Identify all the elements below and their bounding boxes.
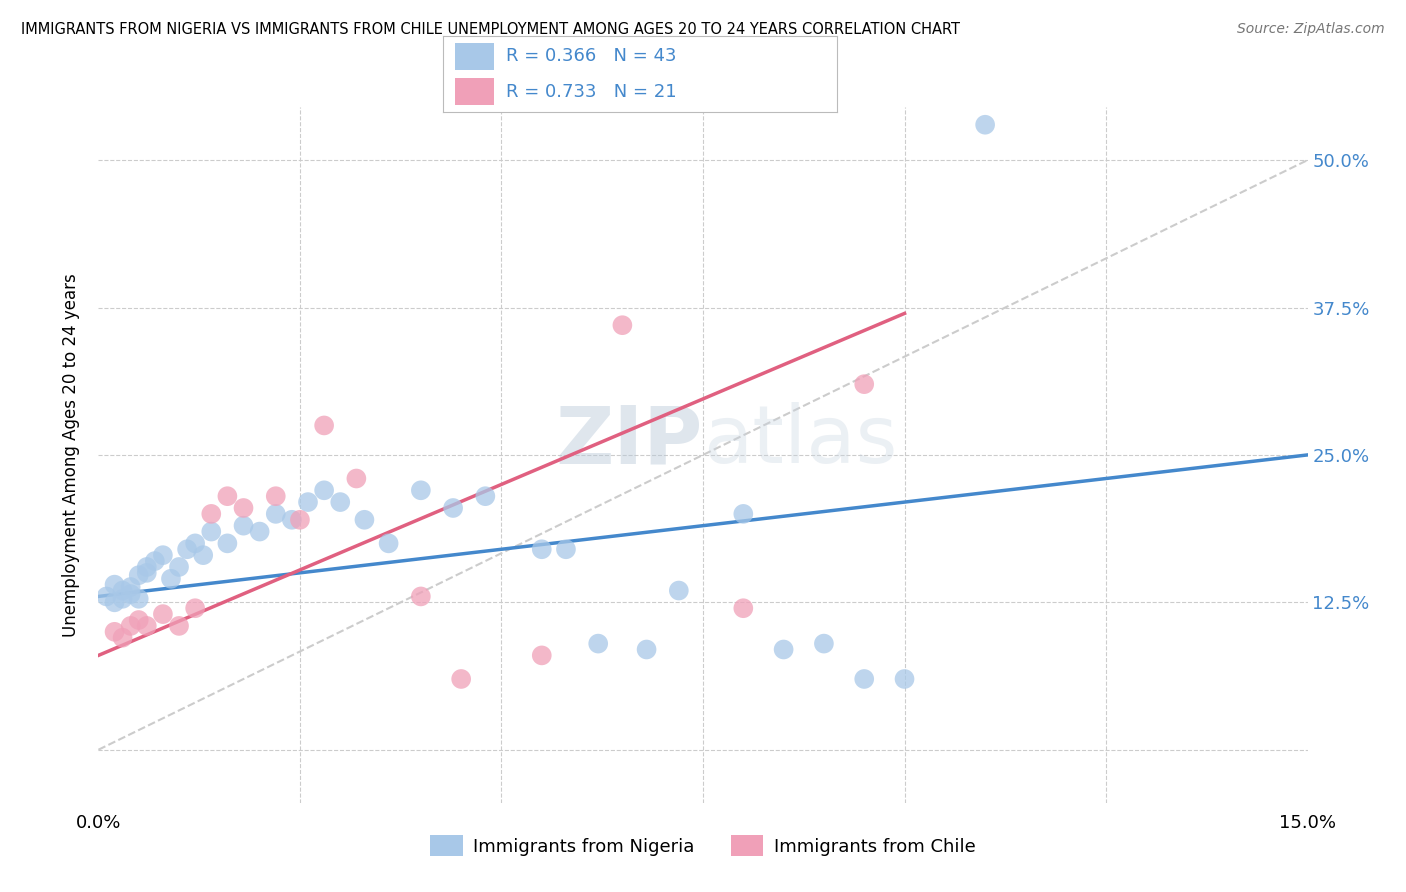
Point (232, 500, 254, 515)
Point (128, 613, 150, 627)
Point (200, 507, 222, 521)
Legend: Immigrants from Nigeria, Immigrants from Chile: Immigrants from Nigeria, Immigrants from… (423, 828, 983, 863)
Point (733, 507, 755, 521)
Point (530, 542, 553, 557)
Point (160, 572, 183, 586)
Point (111, 583, 134, 598)
Point (555, 542, 578, 557)
Text: Source: ZipAtlas.com: Source: ZipAtlas.com (1237, 22, 1385, 37)
Y-axis label: Unemployment Among Ages 20 to 24 years: Unemployment Among Ages 20 to 24 years (62, 273, 80, 637)
Point (264, 507, 287, 521)
Point (103, 624, 125, 639)
Point (128, 568, 150, 582)
Point (409, 590, 432, 604)
Point (586, 637, 609, 651)
Point (314, 418, 336, 433)
Point (111, 591, 134, 606)
Point (120, 587, 142, 601)
Point (264, 489, 287, 503)
Point (103, 577, 125, 591)
Point (120, 580, 142, 594)
Point (200, 524, 222, 539)
Point (232, 518, 254, 533)
Point (135, 619, 157, 633)
Point (120, 619, 142, 633)
Point (184, 536, 207, 550)
Point (152, 548, 174, 562)
Point (344, 471, 367, 485)
Point (297, 495, 319, 509)
Point (893, 672, 915, 686)
Point (143, 554, 166, 568)
Point (217, 536, 239, 550)
Text: R = 0.733   N = 21: R = 0.733 N = 21 (506, 83, 676, 101)
Point (167, 619, 190, 633)
Point (974, 118, 997, 132)
Point (441, 500, 464, 515)
Point (249, 524, 271, 539)
Point (135, 560, 157, 574)
Point (135, 566, 157, 580)
Point (853, 672, 876, 686)
Point (853, 377, 876, 392)
Point (184, 601, 207, 615)
Point (530, 648, 553, 663)
Point (668, 583, 690, 598)
Point (733, 601, 755, 615)
Point (176, 542, 198, 557)
Point (409, 483, 432, 498)
Text: atlas: atlas (703, 402, 897, 480)
Point (813, 637, 835, 651)
Point (288, 513, 311, 527)
Point (167, 560, 190, 574)
FancyBboxPatch shape (454, 78, 494, 105)
Point (612, 318, 634, 333)
Point (128, 591, 150, 606)
Point (329, 495, 352, 509)
Point (96, 590, 118, 604)
Point (103, 595, 125, 609)
Point (152, 607, 174, 621)
Point (474, 489, 496, 503)
Point (193, 548, 215, 562)
Point (314, 483, 336, 498)
Text: IMMIGRANTS FROM NIGERIA VS IMMIGRANTS FROM CHILE UNEMPLOYMENT AMONG AGES 20 TO 2: IMMIGRANTS FROM NIGERIA VS IMMIGRANTS FR… (21, 22, 960, 37)
Point (377, 536, 399, 550)
Point (353, 513, 375, 527)
Text: ZIP: ZIP (555, 402, 703, 480)
FancyBboxPatch shape (454, 43, 494, 70)
Point (217, 489, 239, 503)
Point (772, 642, 794, 657)
Text: R = 0.366   N = 43: R = 0.366 N = 43 (506, 47, 676, 65)
Point (111, 631, 134, 645)
Point (636, 642, 658, 657)
Point (450, 672, 472, 686)
Point (281, 513, 304, 527)
